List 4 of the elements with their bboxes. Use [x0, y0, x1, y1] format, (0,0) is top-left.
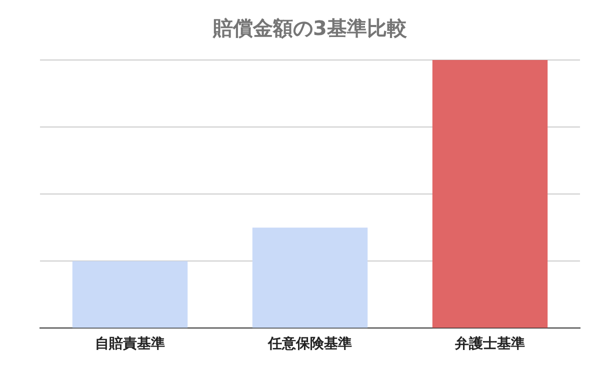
- chart-title: 賠償金額の3基準比較: [212, 16, 408, 40]
- x-tick-label: 弁護士基準: [454, 335, 525, 352]
- x-tick-label: 自賠責基準: [95, 335, 165, 352]
- x-tick-label: 任意保険基準: [267, 335, 352, 352]
